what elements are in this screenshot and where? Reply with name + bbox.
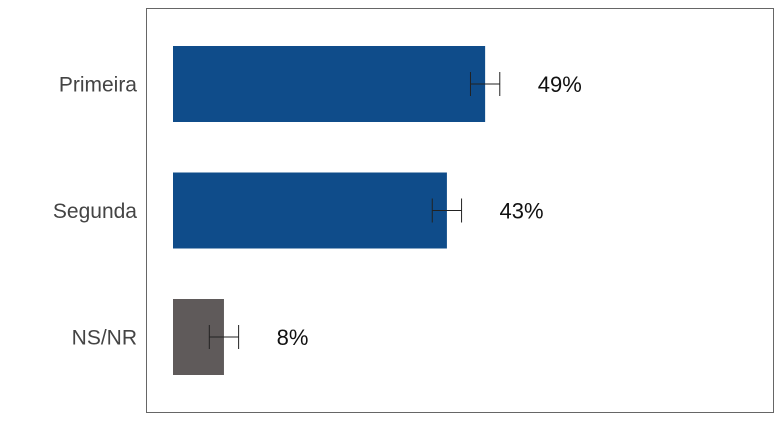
value-label: 43%	[500, 198, 544, 223]
error-bar	[469, 72, 501, 96]
error-bar	[208, 325, 240, 349]
category-label: NS/NR	[72, 327, 137, 350]
category-label: Segunda	[53, 200, 137, 223]
bar	[173, 46, 486, 122]
bar	[173, 172, 447, 249]
value-label: 49%	[538, 72, 582, 97]
category-label: Primeira	[59, 74, 137, 97]
plot-frame	[146, 8, 774, 413]
error-bar	[431, 198, 463, 223]
value-label: 8%	[277, 325, 309, 350]
